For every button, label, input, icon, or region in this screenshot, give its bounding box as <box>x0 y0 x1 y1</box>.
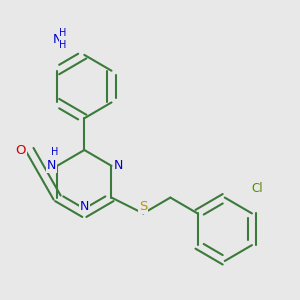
Text: H: H <box>51 147 58 157</box>
Text: N: N <box>114 159 123 172</box>
Text: H
H: H H <box>59 28 67 50</box>
Text: O: O <box>16 143 26 157</box>
Text: N: N <box>52 32 62 46</box>
Text: Cl: Cl <box>252 182 263 195</box>
Text: N: N <box>47 159 56 172</box>
Text: N: N <box>80 200 89 213</box>
Text: S: S <box>139 200 147 213</box>
